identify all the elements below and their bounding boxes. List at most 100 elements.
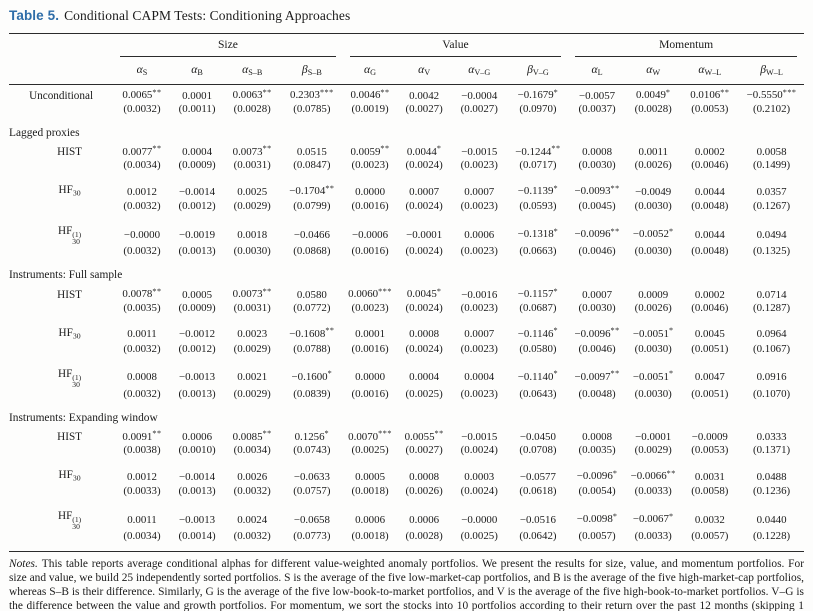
cell-standard-error: (0.0868) — [293, 245, 331, 257]
cell-standard-error: (0.0023) — [460, 200, 498, 212]
row-label: HF (1) 30 — [57, 367, 82, 389]
cell-estimate: 0.0106** — [690, 87, 730, 102]
cell-standard-error: (0.0642) — [519, 530, 557, 542]
row-label: HF30 — [58, 326, 81, 341]
cell-standard-error: (0.0024) — [405, 200, 443, 212]
cell-standard-error: (0.0023) — [460, 245, 498, 257]
significance-stars: *** — [378, 429, 392, 438]
cell-standard-error: (0.0048) — [691, 245, 729, 257]
cell-standard-error: (0.0025) — [405, 387, 443, 400]
cell-standard-error: (0.0030) — [634, 342, 672, 355]
cell-standard-error: (0.0032) — [233, 530, 271, 542]
cell-standard-error: (0.0032) — [123, 342, 161, 355]
cell-estimate: −0.0658 — [293, 513, 330, 526]
significance-stars: * — [612, 511, 618, 521]
row-label: HF30 — [58, 469, 81, 483]
significance-stars: * — [668, 511, 674, 521]
cell-estimate: 0.0085** — [232, 429, 272, 443]
cell-estimate: −0.0012 — [179, 328, 216, 341]
cell-standard-error: (0.1325) — [752, 245, 791, 257]
significance-stars: ** — [325, 326, 335, 336]
cell-estimate: 0.0916 — [756, 371, 787, 384]
table-notes: Notes. This table reports average conditi… — [9, 558, 804, 611]
row-label-spacer — [9, 245, 113, 266]
notes-label: Notes. — [9, 558, 38, 570]
cell-estimate: −0.1139* — [517, 183, 559, 198]
cell-estimate: −0.1318* — [517, 226, 559, 241]
significance-stars: * — [668, 226, 674, 236]
column-header-α-V: αV — [397, 57, 451, 85]
cell-standard-error: (0.0028) — [405, 530, 443, 542]
row-label: HF30 — [58, 184, 81, 198]
cell-estimate: 0.0044 — [694, 185, 725, 198]
significance-stars: ** — [262, 87, 272, 97]
cell-standard-error: (0.0024) — [405, 245, 443, 257]
cell-standard-error: (0.0030) — [634, 387, 672, 400]
cell-estimate: 0.0078** — [122, 286, 162, 301]
significance-stars: * — [668, 369, 674, 379]
cell-estimate: −0.0067* — [632, 511, 674, 526]
cell-estimate: 0.0059** — [350, 144, 390, 158]
cell-estimate: −0.0093** — [574, 183, 620, 198]
cell-standard-error: (0.0014) — [178, 530, 216, 542]
column-header-β-S–B: βS–B — [281, 57, 343, 85]
cell-standard-error: (0.0048) — [691, 200, 729, 212]
significance-stars: ** — [152, 429, 162, 438]
cell-standard-error: (0.0031) — [233, 159, 271, 171]
cell-standard-error: (0.0743) — [293, 444, 331, 456]
cell-estimate: 0.0580 — [296, 288, 327, 301]
cell-estimate: −0.0000 — [461, 513, 498, 526]
cell-standard-error: (0.0772) — [293, 301, 331, 314]
significance-stars: ** — [262, 429, 272, 438]
cell-estimate: 0.0021 — [237, 371, 268, 384]
cell-standard-error: (0.0053) — [691, 444, 729, 456]
cell-estimate: 0.0007 — [409, 185, 440, 198]
row-label-spacer — [9, 530, 113, 552]
cell-standard-error: (0.0847) — [293, 159, 331, 171]
cell-estimate: 0.0011 — [127, 513, 157, 526]
label-subscript: 30 — [72, 473, 81, 483]
cell-standard-error: (0.0030) — [578, 159, 616, 171]
cell-estimate: 0.0009 — [638, 288, 669, 301]
cell-standard-error: (0.0029) — [233, 387, 271, 400]
cell-standard-error: (0.0016) — [351, 387, 389, 400]
cell-estimate: 0.0049* — [635, 87, 671, 102]
cell-standard-error: (0.0773) — [293, 530, 331, 542]
cell-estimate: 0.0494 — [756, 228, 787, 241]
cell-estimate: 0.0031 — [694, 470, 725, 483]
table-row-standard-errors: (0.0035) (0.0009) (0.0031) (0.0772) (0.0023)… — [9, 302, 804, 323]
cell-standard-error: (0.0048) — [578, 387, 616, 400]
cell-estimate: 0.0046** — [350, 87, 390, 102]
cell-standard-error: (0.0970) — [519, 102, 557, 115]
significance-stars: * — [553, 226, 559, 236]
table-row-standard-errors: (0.0034) (0.0009) (0.0031) (0.0847) (0.0023)… — [9, 159, 804, 180]
row-label-spacer — [9, 485, 113, 506]
significance-stars: ** — [666, 468, 676, 478]
cell-standard-error: (0.1236) — [752, 485, 791, 497]
cell-standard-error: (0.0029) — [233, 200, 271, 212]
cell-standard-error: (0.0643) — [519, 387, 557, 400]
cell-estimate: −0.0633 — [293, 470, 330, 483]
significance-stars: * — [553, 183, 559, 193]
cell-estimate: 0.0058 — [756, 146, 787, 158]
column-header-α-S: αS — [113, 57, 171, 85]
cell-estimate: −0.0051* — [632, 326, 674, 340]
cell-estimate: −0.0014 — [179, 470, 216, 483]
cell-estimate: −0.0000 — [123, 228, 161, 241]
cell-estimate: −0.0004 — [461, 89, 498, 102]
cell-standard-error: (0.0785) — [293, 102, 331, 115]
cell-standard-error: (0.0046) — [578, 245, 616, 257]
cell-estimate: 0.0023 — [237, 328, 268, 341]
cell-estimate: 0.0008 — [409, 328, 440, 341]
cell-estimate: 0.0032 — [694, 513, 725, 526]
table-row-standard-errors: (0.0032) (0.0011) (0.0028) (0.0785) (0.0019)… — [9, 103, 804, 124]
cell-estimate: 0.0073** — [232, 286, 272, 301]
cell-standard-error: (0.0018) — [351, 530, 389, 542]
significance-stars: ** — [610, 183, 620, 193]
cell-standard-error: (0.1287) — [752, 301, 791, 314]
row-label: HIST — [57, 431, 83, 443]
cell-estimate: −0.0097** — [574, 369, 620, 383]
cell-estimate: −0.0098* — [576, 511, 618, 526]
cell-standard-error: (0.0030) — [634, 200, 672, 212]
cell-estimate: 0.0001 — [182, 89, 213, 102]
